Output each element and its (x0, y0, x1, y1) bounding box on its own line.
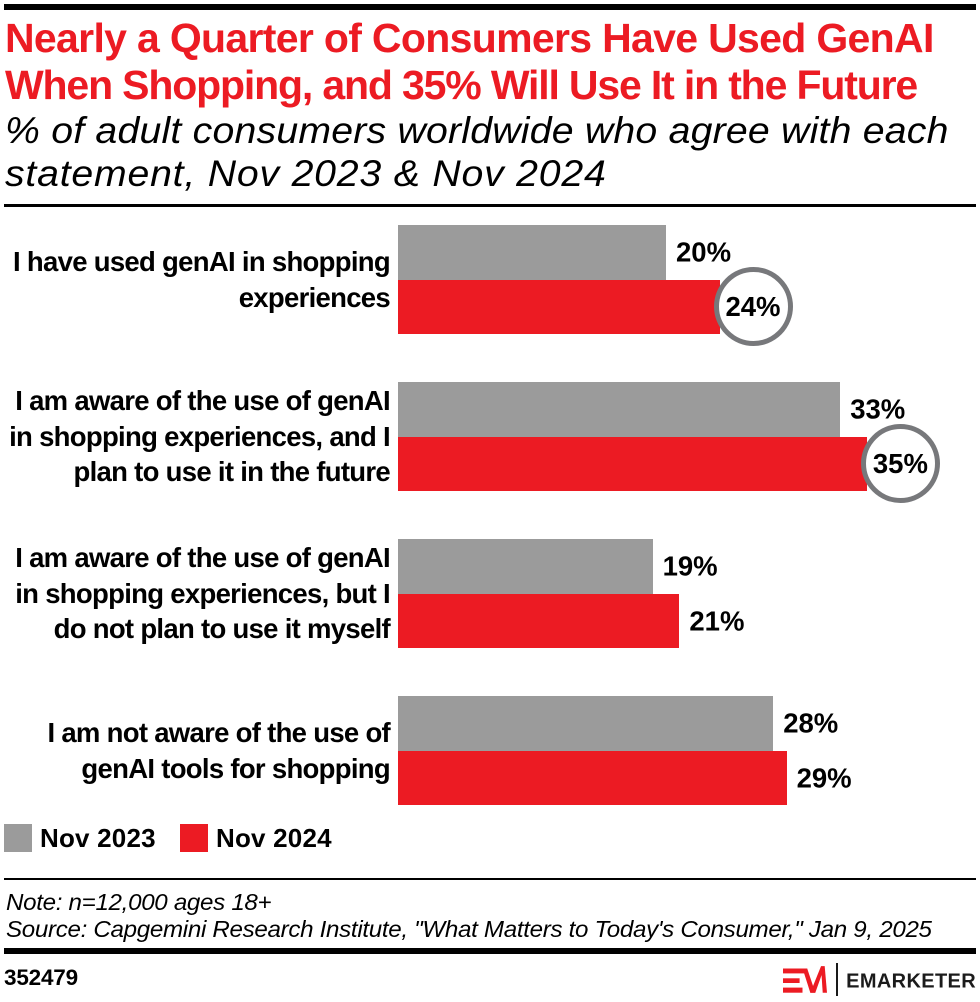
bar-nov-2023 (398, 539, 653, 594)
category-label-line: do not plan to use it myself (53, 613, 391, 645)
data-value-circled: 24% (725, 290, 781, 322)
highlight-circle: 35% (860, 424, 940, 504)
data-value: 28% (783, 707, 839, 739)
chart-source: Source: Capgemini Research Institute, "W… (6, 915, 932, 942)
chart-subtitle-line2: statement, Nov 2023 & Nov 2024 (5, 153, 607, 194)
category-label: I am not aware of the use of genAI tools … (0, 696, 390, 805)
chart-note: Note: n=12,000 ages 18+ (6, 889, 272, 915)
legend-label-nov-2024: Nov 2024 (216, 822, 332, 853)
data-value: 21% (689, 605, 745, 636)
highlight-circle: 24% (713, 267, 793, 347)
emarketer-logo: EMARKETER (782, 960, 976, 1000)
note-divider (4, 877, 976, 880)
bar-nov-2024 (398, 593, 680, 648)
chart-title-line2: When Shopping, and 35% Will Use It in th… (5, 62, 918, 108)
category-label-line: in shopping experiences, but I (15, 577, 390, 609)
chart-title: Nearly a Quarter of Consumers Have Used … (5, 15, 975, 109)
category-label-line: I am aware of the use of genAI (15, 542, 390, 574)
bar-nov-2023 (398, 225, 666, 280)
data-value: 33% (850, 393, 906, 425)
bar-nov-2023 (398, 382, 841, 437)
emarketer-monogram-icon (782, 966, 827, 993)
legend-label-nov-2023: Nov 2023 (40, 822, 156, 853)
bar-nov-2024 (398, 436, 867, 491)
category-label-line: in shopping experiences, and I (9, 420, 391, 452)
category-label: I am aware of the use of genAI in shoppin… (0, 382, 391, 491)
category-label-line: I am aware of the use of genAI (15, 385, 390, 417)
logo-divider (835, 963, 839, 996)
category-label-line: plan to use it in the future (73, 456, 390, 488)
chart-title-line1: Nearly a Quarter of Consumers Have Used … (5, 15, 934, 61)
legend-item-nov-2023: Nov 2023 (4, 822, 156, 853)
category-label-line: experiences (238, 281, 391, 313)
data-value: 20% (676, 236, 732, 268)
category-label: I have used genAI in shopping experiences (0, 225, 391, 334)
data-value-circled: 35% (872, 447, 928, 479)
header-divider (4, 204, 976, 207)
category-label-line: genAI tools for shopping (81, 752, 390, 784)
chart-subtitle: % of adult consumers worldwide who agree… (5, 109, 959, 196)
category-label-line: I am not aware of the use of (47, 717, 390, 748)
footer-divider-bar (4, 948, 976, 954)
data-value: 29% (796, 762, 852, 793)
brand-name: EMARKETER (846, 970, 976, 993)
category-label: I am aware of the use of genAI in shoppin… (0, 539, 390, 648)
bar-chart: I have used genAI in shopping experiences… (0, 225, 940, 805)
top-accent-bar (4, 4, 976, 10)
bar-nov-2024 (398, 750, 787, 805)
legend-swatch-nov-2024 (180, 824, 208, 852)
legend-item-nov-2024: Nov 2024 (180, 822, 332, 853)
bar-nov-2024 (398, 279, 720, 334)
category-label-line: I have used genAI in shopping (13, 246, 391, 277)
bar-nov-2023 (398, 696, 774, 751)
chart-id: 352479 (4, 965, 78, 990)
data-value: 19% (662, 550, 718, 582)
legend-swatch-nov-2023 (4, 824, 32, 852)
chart-subtitle-line1: % of adult consumers worldwide who agree… (5, 109, 949, 151)
